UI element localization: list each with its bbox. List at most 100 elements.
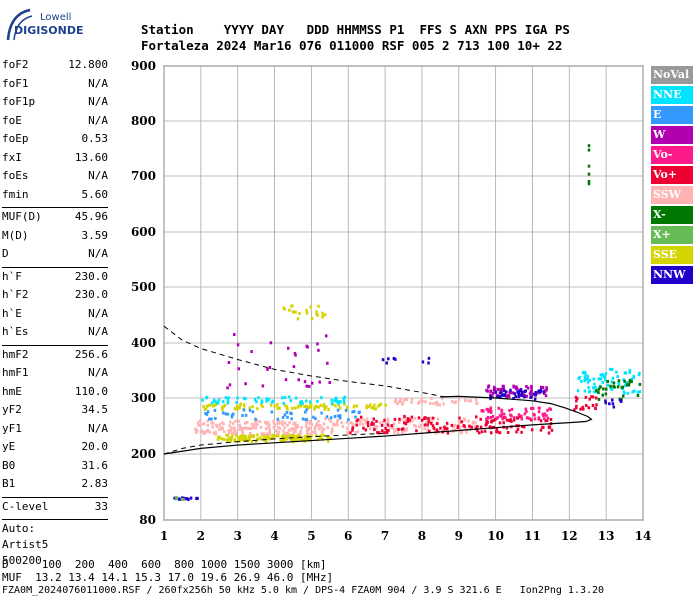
echo-point xyxy=(336,419,339,423)
echo-point xyxy=(375,424,378,428)
echo-point xyxy=(228,383,232,387)
echo-point xyxy=(241,431,245,435)
echo-point xyxy=(258,420,262,424)
echo-point xyxy=(520,414,523,418)
echo-point xyxy=(413,423,416,427)
echo-point xyxy=(320,426,324,430)
echo-point xyxy=(244,382,247,386)
echo-point xyxy=(445,421,449,425)
param-value: 110.0 xyxy=(74,384,108,398)
echo-point xyxy=(261,384,265,388)
echo-point xyxy=(322,313,325,317)
echo-point xyxy=(355,404,359,408)
param-value: N/A xyxy=(88,325,108,338)
echo-point xyxy=(537,416,541,420)
echo-point xyxy=(285,437,289,441)
echo-point xyxy=(408,418,412,422)
echo-point xyxy=(475,415,478,419)
echo-point xyxy=(545,414,548,418)
param-note: Artist5 xyxy=(2,538,49,551)
echo-point xyxy=(343,402,346,406)
echo-point xyxy=(302,438,306,442)
echo-point xyxy=(430,396,433,400)
echo-point xyxy=(305,384,309,388)
echo-point xyxy=(304,410,307,414)
echo-point xyxy=(477,431,481,435)
echo-point xyxy=(333,414,337,418)
echo-point xyxy=(272,421,276,425)
echo-point xyxy=(434,401,438,405)
echo-point xyxy=(364,428,368,432)
echo-point xyxy=(502,387,505,391)
echo-point xyxy=(597,391,600,395)
echo-point xyxy=(311,430,314,434)
echo-point xyxy=(326,436,330,440)
echo-point xyxy=(419,424,423,428)
echo-point xyxy=(517,395,520,399)
echo-point xyxy=(541,386,545,390)
echo-point xyxy=(636,390,640,394)
param-value: 230.0 xyxy=(74,288,108,301)
echo-point xyxy=(278,427,282,431)
echo-point xyxy=(542,390,545,394)
echo-point xyxy=(305,418,308,422)
echo-point xyxy=(519,388,523,392)
echo-point xyxy=(404,422,408,426)
echo-point xyxy=(212,398,216,402)
profile-curve xyxy=(163,395,593,455)
echo-point xyxy=(489,410,493,414)
echo-point xyxy=(485,388,488,392)
echo-point xyxy=(621,385,625,389)
echo-point xyxy=(312,415,315,419)
echo-point xyxy=(357,411,361,415)
echo-point xyxy=(263,437,266,441)
echo-point xyxy=(362,426,365,430)
echo-point xyxy=(427,361,430,365)
echo-point xyxy=(270,436,273,440)
echo-point xyxy=(403,414,406,418)
echo-point xyxy=(502,412,506,416)
echo-point xyxy=(372,422,375,426)
echo-point xyxy=(359,419,362,423)
echo-point xyxy=(433,429,437,433)
echo-point xyxy=(221,426,224,430)
echo-point xyxy=(224,412,228,416)
echo-point xyxy=(479,425,483,429)
param-row: MUF(D) 45.96 xyxy=(2,210,108,229)
echo-point xyxy=(212,421,215,425)
param-value: 33 xyxy=(94,499,108,513)
echo-point xyxy=(398,420,401,424)
echo-point xyxy=(259,425,263,429)
echo-cluster-x- xyxy=(174,495,185,501)
param-value: N/A xyxy=(88,169,108,182)
echo-point xyxy=(368,427,372,431)
echo-point xyxy=(211,425,214,429)
echo-point xyxy=(638,390,642,394)
echo-point xyxy=(207,403,211,407)
echo-point xyxy=(230,426,233,430)
echo-point xyxy=(512,416,516,420)
echo-point xyxy=(272,435,276,439)
echo-point xyxy=(254,417,257,421)
param-label: hmF2 xyxy=(2,347,29,361)
echo-point xyxy=(224,396,228,400)
echo-point xyxy=(319,403,323,407)
echo-point xyxy=(307,428,310,432)
echo-point xyxy=(346,430,349,434)
echo-point xyxy=(626,391,630,395)
echo-point xyxy=(500,393,504,397)
echo-point xyxy=(410,400,413,404)
echo-point xyxy=(593,390,596,394)
echo-point xyxy=(266,420,270,424)
echo-point xyxy=(276,402,279,406)
echo-point xyxy=(194,428,198,432)
echo-point xyxy=(577,377,581,381)
echo-point xyxy=(283,437,286,441)
echo-point xyxy=(401,401,405,405)
plot-frame xyxy=(163,65,644,521)
echo-point xyxy=(214,432,218,436)
echo-point xyxy=(321,311,324,315)
echo-point xyxy=(280,439,284,443)
echo-point xyxy=(636,393,640,397)
echo-point xyxy=(454,428,457,432)
